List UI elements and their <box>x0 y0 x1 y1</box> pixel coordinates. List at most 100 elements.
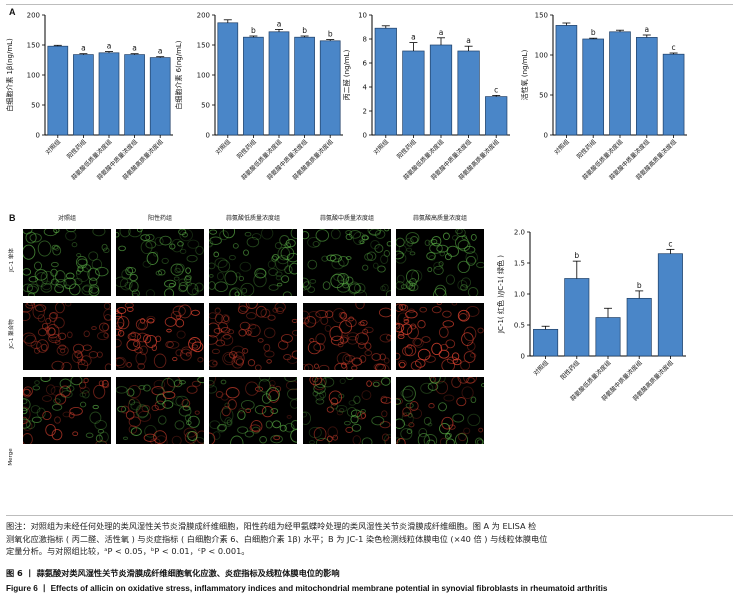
bar <box>319 40 341 136</box>
y-axis-label: JC-1( 红色 )/JC-1( 绿色 ) <box>496 255 505 334</box>
x-tick-label: 蒜氨酸中质量浓度组 <box>600 359 644 403</box>
y-tick-label: 1.5 <box>514 260 525 268</box>
y-axis-label: 丙二醛 (ng/mL) <box>342 49 351 100</box>
micrograph-r2-c2 <box>116 303 204 370</box>
y-tick-label: 200 <box>27 12 40 20</box>
y-tick-label: 150 <box>197 42 210 50</box>
bar <box>98 52 120 136</box>
bar <box>402 50 425 136</box>
significance-label: a <box>132 44 137 53</box>
y-tick-label: 1.0 <box>514 291 525 299</box>
y-tick-label: 8 <box>363 36 367 44</box>
x-tick-label: 阳性药组 <box>559 359 582 382</box>
micro-col-head-positive: 阳性药组 <box>147 215 172 222</box>
micrograph-cells <box>303 303 391 370</box>
significance-label: b <box>328 30 333 39</box>
figure-title-cn: 图 6 丨 蒜氨酸对类风湿性关节炎滑膜成纤维细胞氧化应激、炎症指标及线粒体膜电位… <box>6 568 340 578</box>
micrograph-r1-c5 <box>396 229 484 296</box>
bar <box>657 253 683 357</box>
y-tick-label: 6 <box>363 60 368 68</box>
figure-title-en: Figure 6 丨 Effects of allicin on oxidati… <box>6 584 608 593</box>
x-tick-label: 对照组 <box>532 359 550 377</box>
micro-col-head-high: 蒜氨酸高质量浓度组 <box>412 215 467 222</box>
micro-row-label-monomer: JC-1 单体 <box>9 248 15 272</box>
y-tick-label: 0 <box>36 132 40 140</box>
micro-col-head-low: 蒜氨酸低质量浓度组 <box>225 215 280 222</box>
x-tick-label: 阳性药组 <box>235 138 258 161</box>
x-tick-label: 对照组 <box>214 138 232 156</box>
significance-label: a <box>107 42 112 51</box>
y-tick-label: 4 <box>363 84 368 92</box>
bar <box>485 96 508 136</box>
significance-label: c <box>672 43 676 52</box>
bar <box>564 278 590 357</box>
micrograph-cells <box>396 229 484 296</box>
micrograph-cells <box>209 377 297 444</box>
micrograph-cells <box>116 377 204 444</box>
y-axis-label: 白细胞介素 1β(ng/mL) <box>5 38 14 112</box>
micrograph-cells <box>23 303 111 370</box>
caption-line: 定量分析。与对照组比较，ᵃP < 0.05，ᵇP < 0.01，ᶜP < 0.0… <box>6 546 250 556</box>
top-rule <box>6 4 733 5</box>
x-tick-label: 对照组 <box>44 138 62 156</box>
micrograph-r1-c2 <box>116 229 204 296</box>
y-tick-label: 100 <box>197 72 210 80</box>
micrograph-cells <box>303 229 391 296</box>
caption-rule <box>6 515 733 516</box>
significance-label: c <box>668 239 672 248</box>
micrograph-cells <box>396 303 484 370</box>
significance-label: b <box>591 28 596 37</box>
micro-col-head-mid: 蒜氨酸中质量浓度组 <box>319 215 374 222</box>
significance-label: a <box>81 44 86 53</box>
y-tick-label: 2 <box>363 108 367 116</box>
micrograph-r2-c4 <box>303 303 391 370</box>
x-tick-label: 蒜氨酸高质量浓度组 <box>631 359 675 403</box>
significance-label: a <box>277 19 282 28</box>
micrograph-cells <box>396 377 484 444</box>
bar <box>47 45 69 136</box>
micrograph-cells <box>116 303 204 370</box>
y-tick-label: 0.5 <box>514 322 525 330</box>
micrograph-cells <box>23 229 110 296</box>
x-tick-label: 阳性药组 <box>65 138 88 161</box>
caption-line: 图注：对照组为未经任何处理的类风湿性关节炎滑膜成纤维细胞，阳性药组为经甲氨蝶呤处… <box>6 521 537 531</box>
bar <box>429 44 453 136</box>
micrograph-r3-c5 <box>396 377 484 444</box>
bar <box>555 25 578 136</box>
bar <box>217 22 239 136</box>
micrograph-r1-c4 <box>303 229 391 296</box>
micrograph-r2-c3 <box>209 303 297 370</box>
significance-label: a <box>466 36 471 45</box>
bar <box>533 328 559 357</box>
x-tick-label: 阳性药组 <box>575 138 598 161</box>
micrograph-r2-c5 <box>396 303 484 370</box>
bar <box>582 38 605 136</box>
bar <box>374 27 397 136</box>
bar <box>662 53 685 136</box>
bar <box>243 36 264 136</box>
significance-label: a <box>411 33 416 42</box>
micrograph-r1-c3 <box>209 229 297 296</box>
y-tick-label: 50 <box>201 102 210 110</box>
y-tick-label: 0 <box>544 132 548 140</box>
micro-row-label-aggregate: JC-1 聚合物 <box>9 319 15 349</box>
y-tick-label: 100 <box>27 72 40 80</box>
micrograph-r2-c1 <box>23 303 111 370</box>
x-tick-label: 对照组 <box>372 138 390 156</box>
significance-label: a <box>644 25 649 34</box>
micrograph-cells <box>116 229 204 296</box>
y-tick-label: 0 <box>363 132 367 140</box>
significance-label: a <box>158 47 163 56</box>
micrograph-cells <box>209 229 297 296</box>
significance-label: c <box>494 85 498 94</box>
panel-b-label: B <box>9 213 16 223</box>
micrograph-cells <box>23 377 110 444</box>
y-tick-label: 2.0 <box>514 229 525 237</box>
significance-label: a <box>439 28 444 37</box>
significance-label: b <box>637 281 642 290</box>
x-tick-label: 阳性药组 <box>395 138 418 161</box>
bar <box>124 54 145 136</box>
significance-label: b <box>302 26 307 35</box>
y-axis-label: 活性氧 (ng/mL) <box>520 49 529 100</box>
